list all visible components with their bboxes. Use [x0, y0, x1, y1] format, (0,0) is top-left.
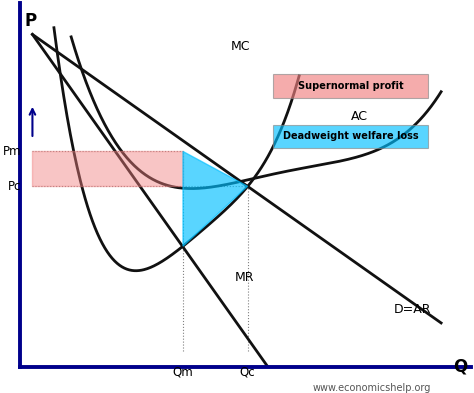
Polygon shape: [183, 151, 247, 246]
Text: www.economicshelp.org: www.economicshelp.org: [313, 383, 431, 393]
Text: Pc: Pc: [9, 180, 22, 193]
Text: MC: MC: [230, 40, 250, 53]
Text: Supernormal profit: Supernormal profit: [298, 81, 403, 91]
Text: D=AR: D=AR: [394, 303, 431, 316]
Text: AC: AC: [351, 110, 368, 123]
Bar: [273, 74, 428, 98]
Bar: [273, 125, 428, 148]
Text: Qc: Qc: [240, 365, 255, 378]
Text: Deadweight welfare loss: Deadweight welfare loss: [283, 131, 419, 141]
Text: Qm: Qm: [173, 365, 193, 378]
Text: Pm: Pm: [3, 145, 22, 158]
Text: MR: MR: [235, 271, 254, 284]
Text: Q: Q: [453, 357, 467, 375]
Text: P: P: [24, 12, 36, 30]
